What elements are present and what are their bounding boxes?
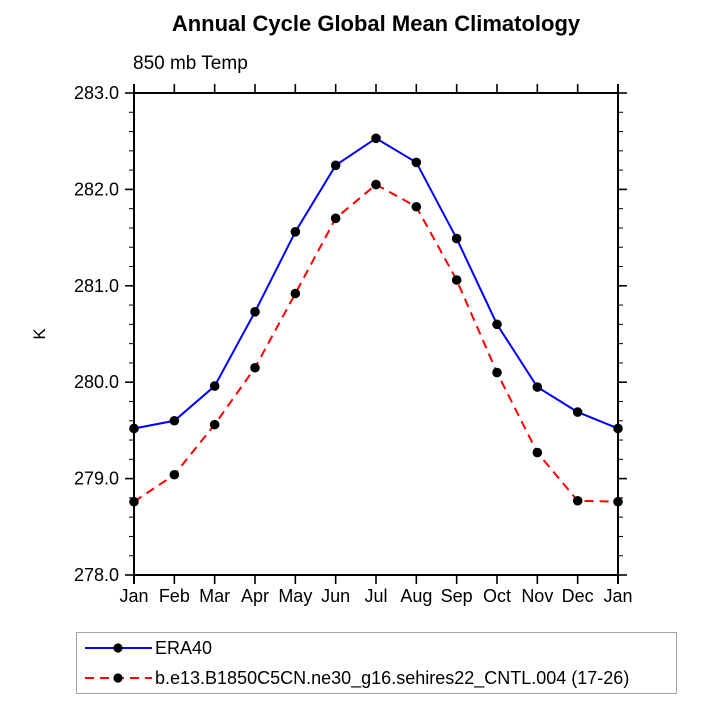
data-point-marker: [572, 407, 583, 417]
data-point-marker: [572, 495, 583, 506]
legend-item-era40: ERA40: [77, 633, 676, 663]
data-point-marker: [451, 275, 462, 285]
data-point-marker: [492, 367, 502, 378]
chart-title: Annual Cycle Global Mean Climatology: [171, 11, 581, 36]
x-tick-label: Aug: [400, 586, 432, 606]
data-point-marker: [250, 307, 260, 317]
data-point-marker: [613, 496, 623, 507]
data-point-marker: [371, 133, 381, 144]
x-tick-label: Oct: [483, 586, 511, 606]
data-point-marker: [129, 423, 139, 434]
y-tick-label: 278.0: [74, 565, 119, 585]
data-point-marker: [532, 447, 543, 458]
series-line-1: [133, 183, 619, 503]
x-tick-label: Feb: [159, 586, 190, 606]
y-tick-label: 279.0: [74, 469, 119, 489]
data-point-marker: [492, 319, 502, 330]
data-point-marker: [411, 201, 422, 212]
data-point-marker: [209, 381, 220, 391]
data-point-marker: [371, 179, 381, 190]
x-tick-label: Sep: [441, 586, 473, 606]
y-tick-label: 280.0: [74, 372, 119, 392]
data-point-marker: [451, 233, 462, 244]
data-point-marker: [613, 423, 623, 434]
x-tick-label: Jan: [603, 586, 632, 606]
data-point-marker: [209, 419, 220, 430]
legend-item-model: b.e13.B1850C5CN.ne30_g16.sehires22_CNTL.…: [77, 663, 676, 693]
data-point-marker: [290, 227, 301, 237]
data-point-marker: [330, 160, 341, 171]
data-point-marker: [129, 496, 139, 507]
era40-line-sample: [85, 643, 152, 653]
y-tick-label: 282.0: [74, 179, 119, 199]
x-tick-label: Nov: [521, 586, 553, 606]
x-tick-label: Jan: [119, 586, 148, 606]
x-tick-label: Jul: [364, 586, 387, 606]
x-tick-label: May: [278, 586, 312, 606]
legend-label-era40: ERA40: [155, 637, 213, 658]
model-line-sample: [85, 673, 152, 683]
x-tick-label: Jun: [321, 586, 350, 606]
y-tick-label: 283.0: [74, 83, 119, 103]
data-point-marker: [290, 288, 301, 299]
data-point-marker: [532, 382, 543, 392]
chart-subtitle: 850 mb Temp: [133, 53, 248, 74]
data-point-marker: [169, 469, 180, 480]
data-point-marker: [169, 415, 180, 426]
x-tick-label: Dec: [562, 586, 594, 606]
x-tick-label: Apr: [241, 586, 269, 606]
legend: ERA40 b.e13.B1850C5CN.ne30_g16.sehires22…: [76, 632, 677, 694]
data-point-marker: [411, 157, 422, 168]
x-tick-label: Mar: [199, 586, 230, 606]
data-point-marker: [250, 362, 260, 373]
legend-label-model: b.e13.B1850C5CN.ne30_g16.sehires22_CNTL.…: [155, 667, 630, 688]
data-point-marker: [330, 213, 341, 224]
y-tick-label: 281.0: [74, 276, 119, 296]
